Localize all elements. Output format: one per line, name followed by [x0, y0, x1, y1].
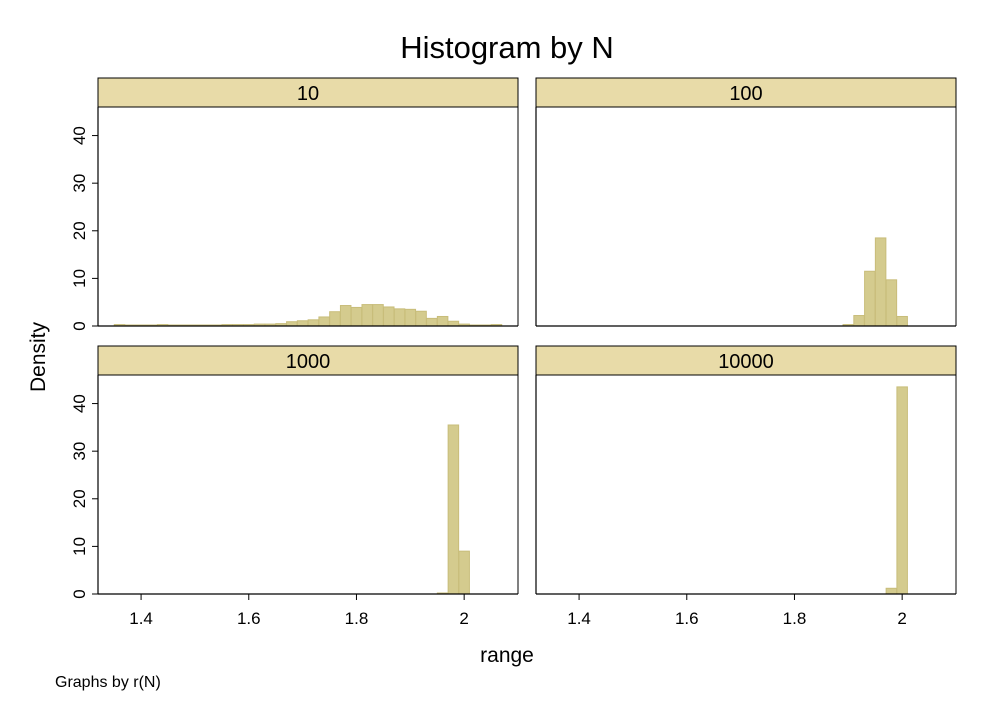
x-tick-label: 1.6 — [675, 609, 699, 628]
histogram-bar — [415, 310, 427, 327]
x-tick-label: 2 — [459, 609, 468, 628]
histogram-bar — [447, 424, 460, 595]
panel-strip — [535, 345, 957, 376]
histogram-bar — [393, 308, 406, 327]
panel-strip — [97, 77, 519, 108]
x-tick-label: 2 — [897, 609, 906, 628]
histogram-bar — [426, 317, 438, 327]
histogram-bar — [896, 386, 908, 595]
y-tick-label: 0 — [70, 589, 89, 598]
panel-strip-label: 10000 — [718, 351, 774, 373]
panel-100: 100 — [535, 77, 957, 327]
y-axis-label: Density — [27, 321, 50, 392]
x-tick-label: 1.8 — [783, 609, 807, 628]
panel-strip-label: 1000 — [286, 351, 331, 373]
histogram-bar — [361, 304, 373, 327]
y-tick-label: 20 — [70, 221, 89, 240]
y-tick-label: 40 — [70, 394, 89, 413]
y-tick-label: 10 — [70, 269, 89, 288]
histogram-bar — [350, 306, 363, 327]
histogram-bar — [329, 311, 341, 327]
x-tick-label: 1.4 — [129, 609, 153, 628]
x-axis-label: range — [480, 644, 534, 667]
y-tick-label: 30 — [70, 174, 89, 193]
panel-strip-label: 10 — [297, 83, 319, 105]
histogram-bar — [318, 316, 330, 327]
panel-10: 10 0 10 20 30 40 — [70, 77, 519, 331]
panel-strip — [97, 345, 519, 376]
graphs-by-note: Graphs by r(N) — [55, 674, 161, 691]
histogram-bar — [339, 305, 352, 327]
panel-10000: 10000 1.4 1.6 1.8 2 — [535, 345, 957, 628]
histogram-bar — [874, 237, 887, 327]
histogram-bar — [885, 279, 898, 327]
histogram-bar — [885, 587, 898, 595]
histogram-bar — [896, 315, 908, 327]
histogram-bar — [286, 321, 298, 327]
histogram-bar — [383, 306, 395, 327]
histogram-bar — [404, 308, 417, 327]
chart-title: Histogram by N — [400, 30, 614, 65]
histogram-bar — [307, 319, 320, 327]
histogram-bar — [864, 270, 876, 327]
histogram-bar — [853, 315, 865, 327]
y-tick-label: 10 — [70, 537, 89, 556]
x-tick-label: 1.8 — [345, 609, 369, 628]
y-tick-label: 0 — [70, 321, 89, 330]
histogram-bar — [372, 304, 384, 327]
histogram-bar — [436, 315, 449, 327]
y-tick-label: 30 — [70, 442, 89, 461]
histogram-bar — [296, 320, 309, 327]
histogram-bar — [458, 550, 470, 595]
panel-1000: 1000 0 10 20 30 40 1.4 1.6 1.8 2 — [70, 345, 519, 628]
x-tick-label: 1.6 — [237, 609, 261, 628]
histogram-bar — [447, 320, 460, 327]
y-tick-label: 40 — [70, 126, 89, 145]
panel-strip — [535, 77, 957, 108]
y-tick-label: 20 — [70, 489, 89, 508]
x-tick-label: 1.4 — [567, 609, 591, 628]
panel-strip-label: 100 — [729, 83, 762, 105]
